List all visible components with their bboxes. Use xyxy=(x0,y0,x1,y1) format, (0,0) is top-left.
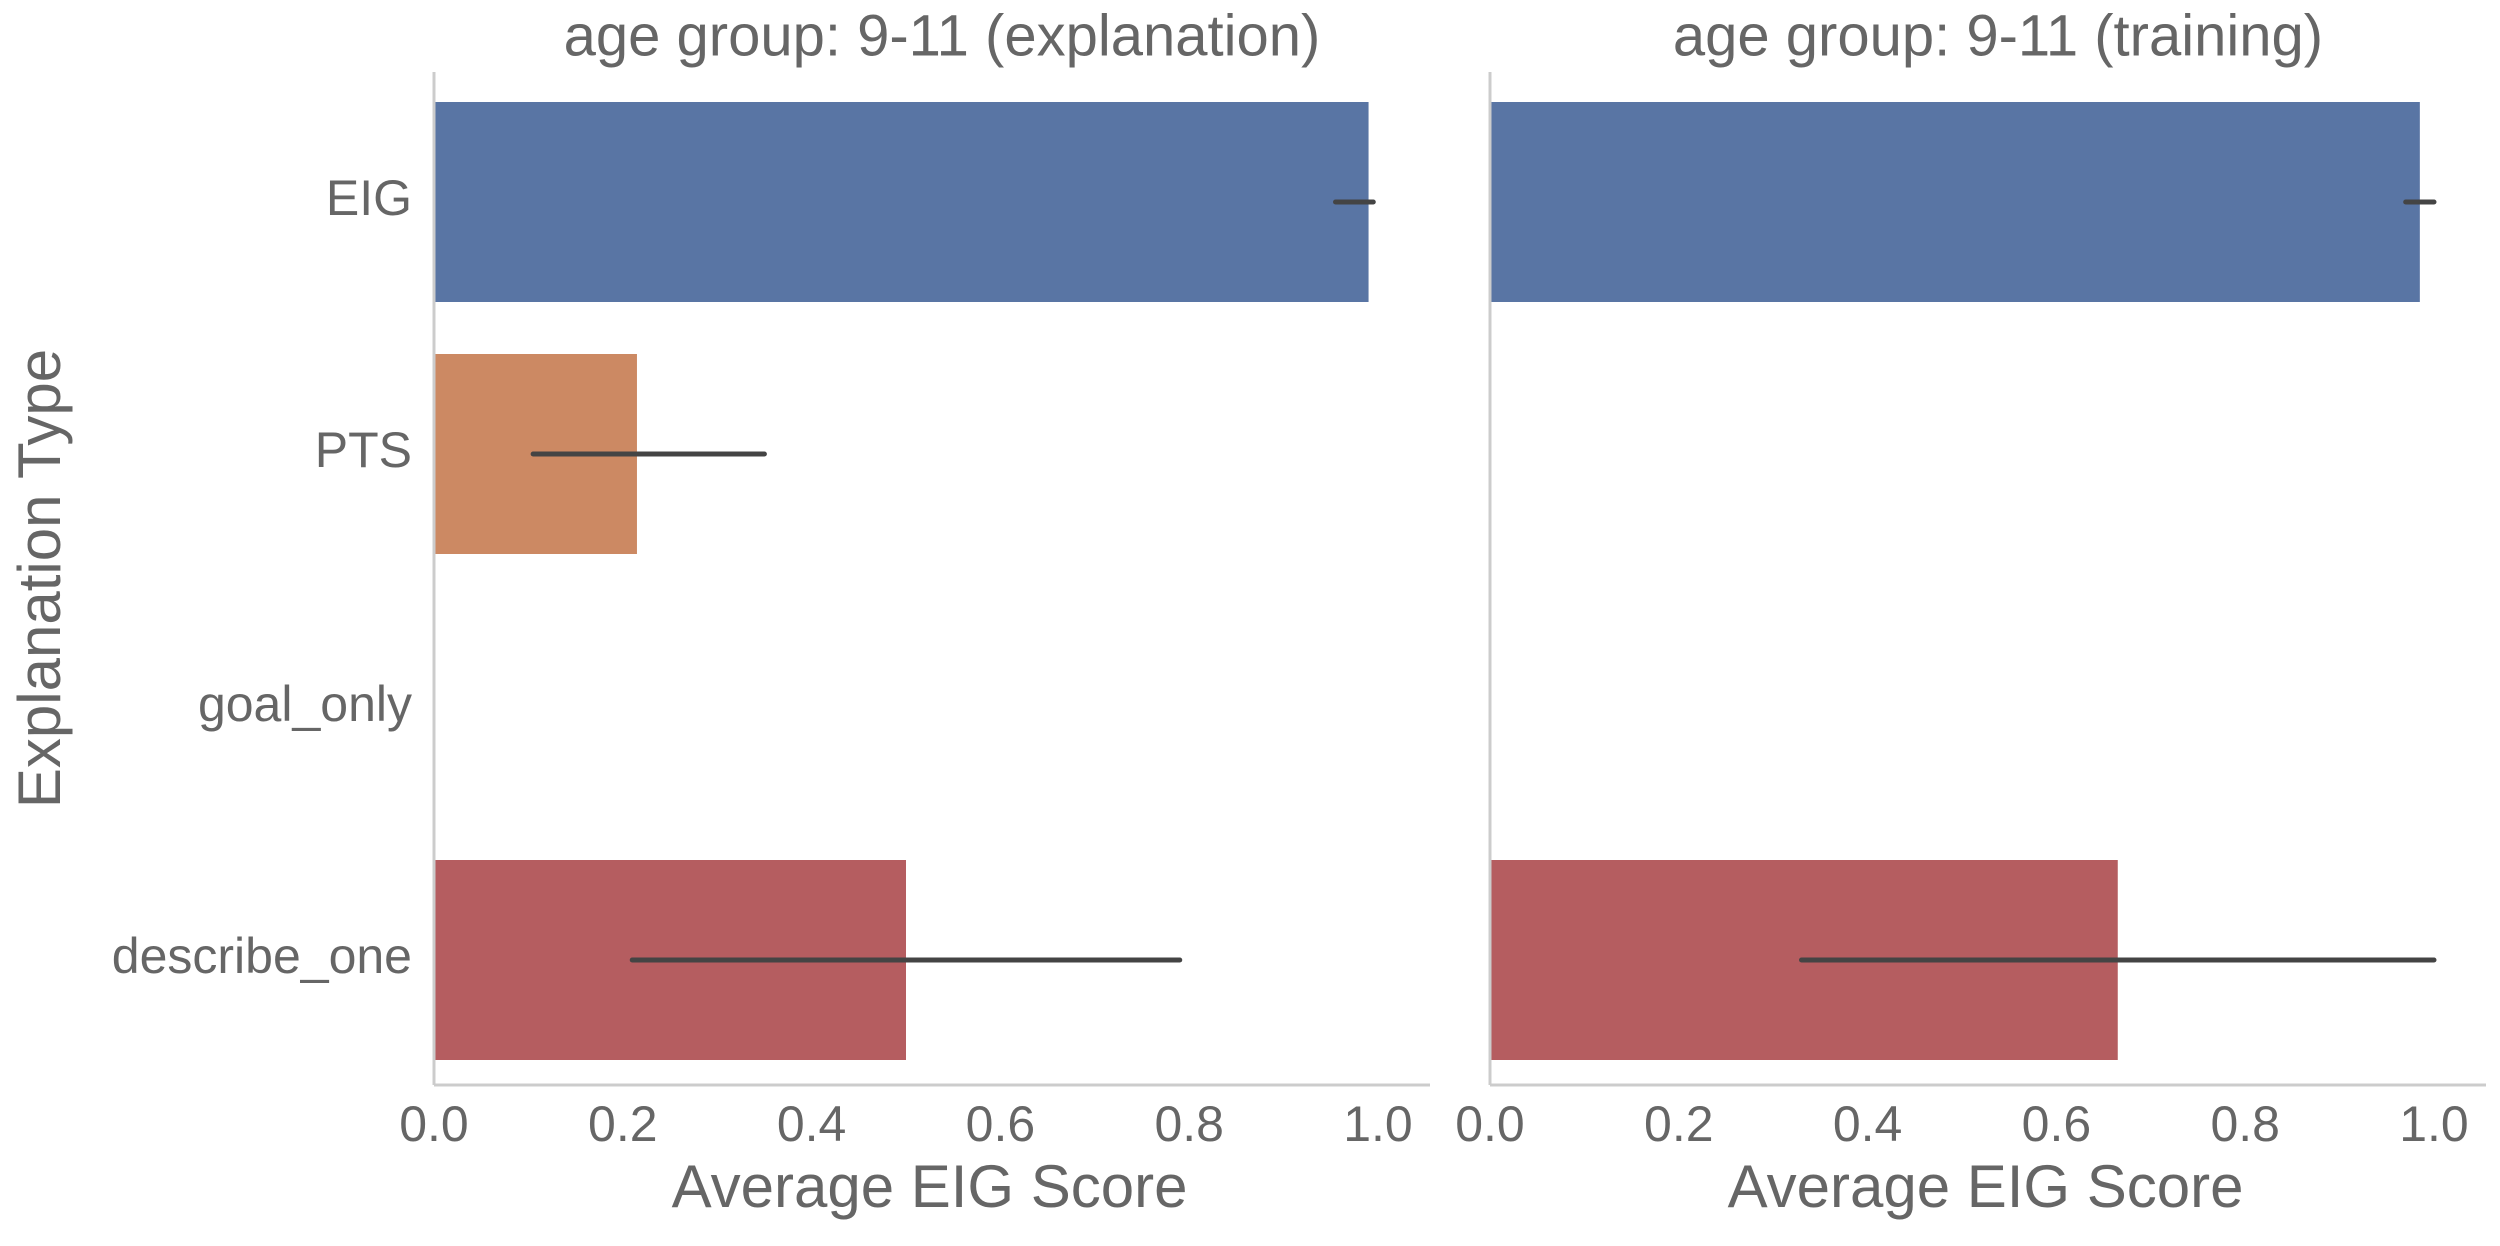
x-axis-label-0: Average EIG Score xyxy=(672,1153,1188,1220)
x-tick-label-0-2: 0.4 xyxy=(777,1096,847,1152)
x-tick-label-0-1: 0.2 xyxy=(588,1096,658,1152)
x-tick-label-1-2: 0.4 xyxy=(1833,1096,1903,1152)
panel-title-1: age group: 9-11 (training) xyxy=(1673,3,2323,68)
y-tick-label-goal_only: goal_only xyxy=(198,676,412,732)
x-tick-label-0-4: 0.8 xyxy=(1154,1096,1224,1152)
bar-0-EIG xyxy=(434,102,1369,302)
y-axis-label: Explanation Type xyxy=(6,349,73,808)
y-tick-label-describe_one: describe_one xyxy=(112,928,412,984)
x-tick-label-1-3: 0.6 xyxy=(2022,1096,2092,1152)
x-tick-label-0-3: 0.6 xyxy=(966,1096,1036,1152)
x-tick-label-0-5: 1.0 xyxy=(1343,1096,1413,1152)
x-axis-label-1: Average EIG Score xyxy=(1728,1153,2244,1220)
x-tick-label-1-5: 1.0 xyxy=(2399,1096,2469,1152)
x-tick-label-0-0: 0.0 xyxy=(399,1096,469,1152)
bar-1-EIG xyxy=(1490,102,2420,302)
panel-title-0: age group: 9-11 (explanation) xyxy=(564,3,1321,68)
x-tick-label-1-0: 0.0 xyxy=(1455,1096,1525,1152)
y-tick-label-EIG: EIG xyxy=(326,170,412,226)
x-tick-label-1-4: 0.8 xyxy=(2210,1096,2280,1152)
x-tick-label-1-1: 0.2 xyxy=(1644,1096,1714,1152)
y-tick-label-PTS: PTS xyxy=(315,422,412,478)
